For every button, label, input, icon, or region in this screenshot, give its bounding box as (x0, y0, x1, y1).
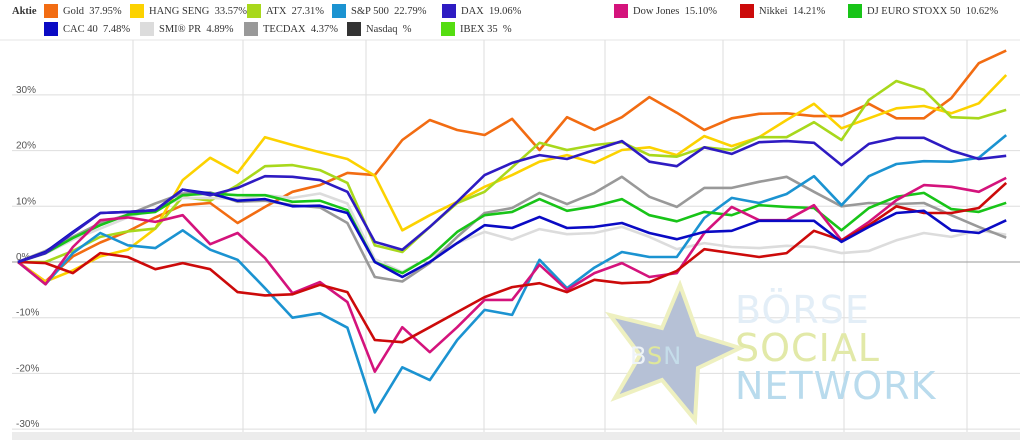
series-line-smi-pr[interactable] (17, 192, 1007, 274)
legend-swatch (130, 4, 144, 18)
legend-item[interactable]: Nikkei 14.21% (740, 4, 825, 18)
legend-item[interactable]: Dow Jones 15.10% (614, 4, 717, 18)
legend-swatch (140, 22, 154, 36)
legend-swatch (44, 22, 58, 36)
legend-item[interactable]: Gold 37.95% (44, 4, 122, 18)
legend-value: 19.06% (489, 5, 522, 17)
legend-item[interactable]: CAC 40 7.48% (44, 22, 130, 36)
legend-swatch (848, 4, 862, 18)
legend-item[interactable]: DAX 19.06% (442, 4, 521, 18)
series-line-dj-euro-stoxx-50[interactable] (17, 191, 1007, 275)
legend-swatch (247, 4, 261, 18)
legend-swatch (740, 4, 754, 18)
legend-item[interactable]: HANG SENG 33.57% (130, 4, 247, 18)
y-tick-label: 30% (16, 85, 36, 96)
legend-label: S&P 500 (351, 5, 395, 17)
legend-value: 15.10% (684, 5, 717, 17)
legend-swatch (614, 4, 628, 18)
legend-item[interactable]: SMI® PR 4.89% (140, 22, 234, 36)
y-tick-label: 10% (16, 196, 36, 207)
legend-value: 27.31% (291, 5, 325, 17)
legend-value: 7.48% (102, 23, 131, 35)
legend-value: 4.89% (206, 23, 234, 35)
y-tick-label: 20% (16, 141, 36, 152)
legend-swatch (44, 4, 58, 18)
legend-item[interactable]: Nasdaq % (347, 22, 412, 36)
series-line-dax[interactable] (17, 136, 1007, 264)
legend-label: Nikkei (759, 5, 793, 17)
legend-value: % (402, 23, 412, 35)
legend-swatch (332, 4, 346, 18)
legend-label: ATX (266, 5, 292, 17)
y-tick-label: -10% (16, 308, 39, 319)
legend-label: Dow Jones (633, 5, 685, 17)
legend-label: Nasdaq (366, 23, 403, 35)
legend-label: SMI® PR (159, 23, 207, 35)
legend-swatch (244, 22, 258, 36)
legend-value: % (502, 23, 512, 35)
series-line-gold[interactable] (17, 49, 1007, 283)
series-line-s-p-500[interactable] (17, 134, 1008, 414)
y-tick-label: -20% (16, 363, 39, 374)
legend-swatch (347, 22, 361, 36)
legend-label: HANG SENG (149, 5, 215, 17)
legend-label: DJ EURO STOXX 50 (867, 5, 966, 17)
legend-value: 37.95% (89, 5, 122, 17)
legend-item[interactable]: TECDAX 4.37% (244, 22, 338, 36)
y-tick-label: 0% (16, 252, 31, 263)
legend-value: 14.21% (792, 5, 826, 17)
legend-item[interactable]: S&P 500 22.79% (332, 4, 426, 18)
legend-value: 33.57% (214, 5, 247, 17)
series-line-hang-seng[interactable] (17, 74, 1008, 283)
legend-label: IBEX 35 (460, 23, 503, 35)
legend-item[interactable]: IBEX 35 % (441, 22, 512, 36)
legend-value: 22.79% (394, 5, 427, 17)
y-tick-label: -30% (16, 419, 39, 430)
legend-value: 10.62% (965, 5, 999, 17)
legend-swatch (441, 22, 455, 36)
legend-label: DAX (461, 5, 489, 17)
legend-title: Aktie (12, 6, 37, 17)
legend-label: TECDAX (263, 23, 311, 35)
legend-item[interactable]: ATX 27.31% (247, 4, 324, 18)
legend: Aktie Gold 37.95% HANG SENG 33.57% ATX 27.… (0, 0, 1024, 40)
timeline-scrollbar[interactable] (12, 432, 1020, 440)
legend-swatch (442, 4, 456, 18)
legend-label: CAC 40 (63, 23, 103, 35)
legend-item[interactable]: DJ EURO STOXX 50 10.62% (848, 4, 998, 18)
legend-label: Gold (63, 5, 90, 17)
legend-value: 4.37% (310, 23, 338, 35)
